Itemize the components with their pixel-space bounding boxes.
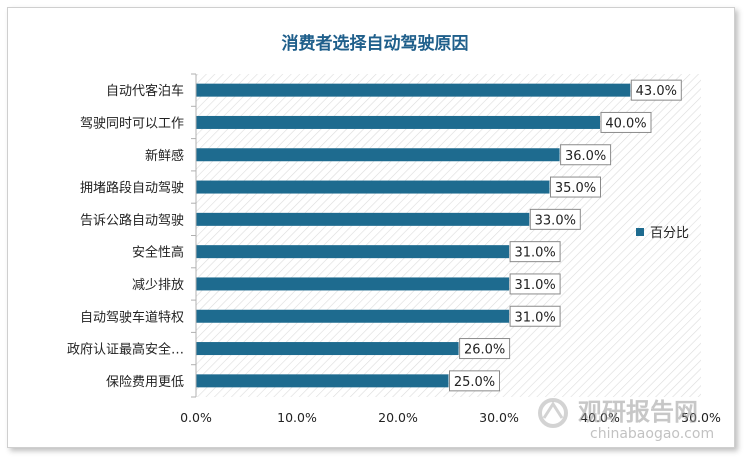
- data-label: 25.0%: [454, 375, 495, 390]
- bar: [196, 309, 510, 323]
- category-label: 告诉公路自动驾驶: [80, 212, 184, 228]
- category-label: 减少排放: [132, 278, 184, 293]
- bar: [196, 374, 449, 388]
- bar: [196, 180, 550, 194]
- data-label-box: [600, 111, 652, 133]
- labels-group: 43.0% 40.0% 36.0% 35.0% 33.0% 31.0% 31.0% 31.0%…: [449, 79, 682, 392]
- data-label: 35.0%: [555, 181, 596, 196]
- data-label: 26.0%: [464, 343, 505, 358]
- data-label-box: [509, 241, 561, 263]
- category-label: 驾驶同时可以工作: [80, 116, 184, 131]
- data-label: 43.0%: [636, 84, 677, 99]
- bar: [196, 212, 530, 226]
- data-label: 33.0%: [535, 213, 576, 228]
- bar: [196, 148, 560, 162]
- category-label: 安全性高: [132, 245, 184, 261]
- x-tick-label: 30.0%: [479, 410, 519, 425]
- data-label-box: [560, 144, 612, 166]
- legend-label: 百分比: [650, 226, 689, 241]
- watermark-main-text: 观研报告网: [578, 398, 698, 426]
- chart-title: 消费者选择自动驾驶原因: [282, 33, 469, 54]
- category-label: 政府认证最高安全…: [67, 342, 184, 358]
- axis-group: 自动代客泊车驾驶同时可以工作新鲜感拥堵路段自动驾驶告诉公路自动驾驶安全性高减少排…: [67, 73, 197, 398]
- legend: 百分比: [636, 226, 689, 241]
- data-label: 31.0%: [514, 278, 555, 293]
- x-tick-label: 10.0%: [277, 410, 317, 425]
- x-tick-label: 0.0%: [180, 410, 212, 425]
- watermark: 观研报告网 chinabaogao.com: [538, 398, 714, 442]
- category-label: 自动代客泊车: [106, 83, 184, 99]
- data-label: 36.0%: [565, 149, 606, 164]
- bar: [196, 245, 510, 259]
- category-label: 新鲜感: [145, 148, 184, 164]
- bars-group: [196, 83, 631, 388]
- watermark-logo-icon: [538, 398, 568, 428]
- category-label: 拥堵路段自动驾驶: [80, 180, 184, 196]
- ticks-group: 0.0% 10.0% 20.0% 30.0% 40.0% 50.0%: [180, 410, 721, 425]
- data-label-box: [449, 370, 500, 392]
- data-label-box: [529, 208, 581, 230]
- bar: [196, 277, 510, 291]
- x-tick-label: 20.0%: [378, 410, 418, 425]
- bar: [196, 83, 631, 97]
- x-tick-label: 50.0%: [681, 410, 721, 425]
- bar: [196, 115, 600, 129]
- data-label: 31.0%: [514, 310, 555, 325]
- data-label: 40.0%: [605, 116, 646, 131]
- data-label: 31.0%: [514, 246, 555, 261]
- legend-swatch: [636, 228, 644, 236]
- data-label-box: [630, 79, 682, 101]
- data-label-box: [509, 305, 561, 327]
- watermark-sub-text: chinabaogao.com: [590, 426, 714, 442]
- data-label-box: [459, 338, 511, 360]
- data-label-box: [509, 273, 561, 295]
- bar: [196, 342, 459, 356]
- category-label: 保险费用更低: [106, 375, 184, 390]
- category-label: 自动驾驶车道特权: [80, 309, 184, 325]
- x-tick-label: 40.0%: [580, 410, 620, 425]
- data-label-box: [550, 176, 601, 198]
